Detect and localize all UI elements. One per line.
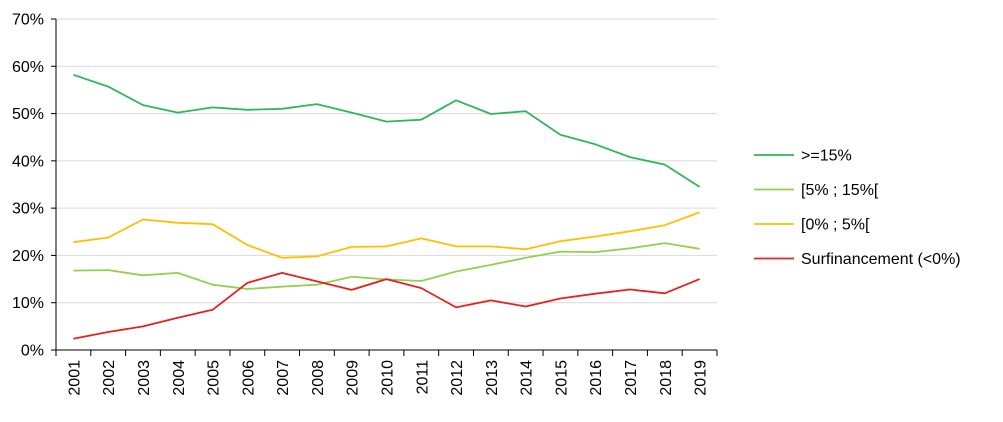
y-tick-label: 60% (12, 59, 44, 76)
x-tick-label: 2002 (101, 360, 118, 396)
series-line (73, 271, 700, 340)
x-tick-label: 2007 (275, 360, 292, 396)
y-tick-label: 40% (12, 153, 44, 170)
x-axis-ticks: 2001 2002 2003 2004 2005 2006 2007 2008 2009 2010… (55, 350, 718, 396)
gridlines (56, 18, 717, 304)
series-lines (73, 73, 701, 340)
x-tick-label: 2019 (693, 360, 710, 396)
x-tick-label: 2013 (484, 360, 501, 396)
x-tick-label: 2004 (171, 360, 188, 396)
x-tick-label: 2018 (658, 360, 675, 396)
x-tick-label: 2005 (206, 360, 223, 396)
y-tick-label: 0% (21, 343, 44, 360)
y-tick-label: 20% (12, 248, 44, 265)
x-tick-label: 2016 (588, 360, 605, 396)
x-tick-label: 2006 (240, 360, 257, 396)
x-tick-label: 2008 (310, 360, 327, 396)
y-tick-label: 70% (12, 12, 44, 29)
series-line (73, 242, 700, 290)
y-axis-ticks: 0% 10% 20% 30% 40% 50% 60% 70% (12, 12, 56, 360)
legend-label: [0% ; 5%[ (801, 217, 870, 234)
y-tick-label: 50% (12, 106, 44, 123)
x-tick-label: 2001 (66, 360, 83, 396)
y-tick-label: 30% (12, 201, 44, 218)
legend-label: [5% ; 15%[ (801, 182, 879, 199)
x-tick-label: 2014 (519, 360, 536, 396)
legend-label: >=15% (801, 148, 852, 165)
series-line (73, 211, 700, 259)
series-line (73, 73, 701, 188)
legend-label: Surfinancement (<0%) (801, 251, 961, 268)
x-tick-label: 2011 (414, 360, 431, 395)
x-tick-label: 2012 (449, 360, 466, 396)
y-tick-label: 10% (12, 295, 44, 312)
x-tick-label: 2015 (553, 360, 570, 396)
x-tick-label: 2010 (380, 360, 397, 396)
x-tick-label: 2009 (345, 360, 362, 396)
x-tick-label: 2003 (136, 360, 153, 396)
x-tick-label: 2017 (623, 360, 640, 396)
legend: >=15% [5% ; 15%[ [0% ; 5%[ Surfinancement (… (754, 148, 961, 268)
